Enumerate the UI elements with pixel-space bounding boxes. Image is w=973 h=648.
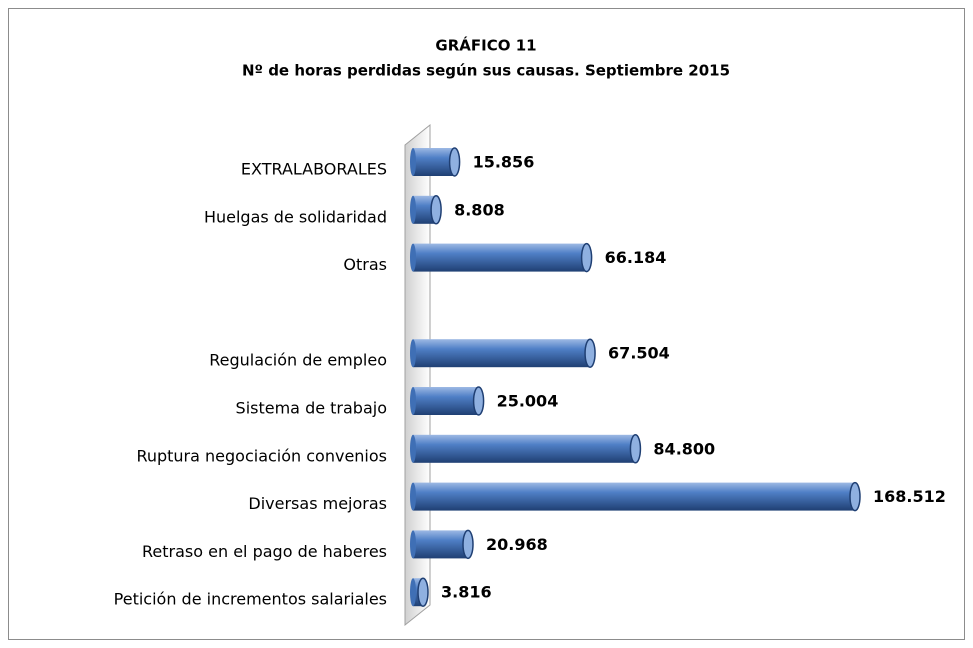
category-label: EXTRALABORALES (241, 160, 387, 179)
bar-cap (629, 434, 642, 464)
bar (413, 243, 587, 272)
bar-base (410, 578, 416, 607)
bar-base (410, 148, 416, 176)
value-label: 84.800 (653, 439, 715, 458)
value-label: 25.004 (497, 392, 559, 411)
value-label: 3.816 (441, 583, 492, 602)
bar-base (410, 243, 416, 272)
bar-cap (472, 386, 485, 416)
bar (413, 148, 455, 176)
bar (413, 195, 437, 224)
category-label: Petición de incrementos salariales (114, 590, 387, 609)
bar-base (410, 387, 416, 415)
chart-frame (8, 8, 965, 640)
category-label: Retraso en el pago de haberes (142, 542, 387, 561)
bar (413, 434, 636, 463)
bar-cap (580, 242, 593, 273)
value-label: 15.856 (473, 153, 535, 172)
category-label: Huelgas de solidaridad (204, 207, 387, 226)
category-label: Diversas mejoras (248, 494, 387, 513)
bar-cap (462, 529, 474, 560)
bar-base (410, 482, 416, 511)
value-label: 8.808 (454, 200, 505, 219)
category-label: Regulación de empleo (209, 351, 387, 370)
bar-cap (448, 147, 461, 177)
bar-cap (417, 577, 429, 607)
bar-base (410, 195, 416, 224)
value-label: 168.512 (873, 487, 946, 506)
bar (413, 482, 855, 511)
chart-title: GRÁFICO 11 (435, 36, 536, 55)
bar (413, 339, 591, 368)
bar-cap (430, 195, 442, 225)
value-label: 66.184 (605, 248, 667, 267)
bar-base (410, 434, 416, 463)
category-label: Ruptura negociación convenios (136, 446, 387, 465)
value-label: 20.968 (486, 535, 548, 554)
bar-cap (584, 338, 596, 368)
category-label: Sistema de trabajo (236, 399, 387, 418)
chart-subtitle: Nº de horas perdidas según sus causas. S… (242, 62, 730, 80)
bar (413, 387, 479, 415)
bar-cap (849, 481, 861, 512)
bar-base (410, 530, 416, 559)
value-label: 67.504 (608, 344, 670, 363)
category-label: Otras (343, 255, 387, 274)
bar (413, 530, 468, 559)
bar-base (410, 339, 416, 368)
